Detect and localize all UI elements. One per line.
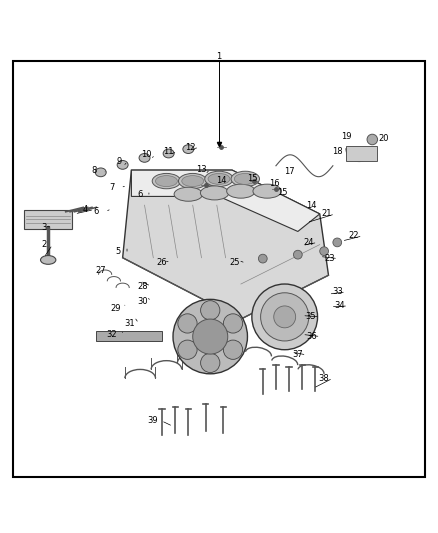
Ellipse shape bbox=[253, 184, 281, 198]
Text: 33: 33 bbox=[332, 287, 343, 296]
Ellipse shape bbox=[117, 160, 128, 169]
FancyBboxPatch shape bbox=[24, 209, 72, 229]
Circle shape bbox=[178, 314, 197, 333]
Text: 14: 14 bbox=[216, 176, 226, 185]
Ellipse shape bbox=[163, 149, 174, 158]
Text: 27: 27 bbox=[95, 266, 106, 276]
Circle shape bbox=[201, 353, 220, 373]
Text: 18: 18 bbox=[332, 147, 343, 156]
Circle shape bbox=[223, 314, 243, 333]
Circle shape bbox=[293, 251, 302, 259]
Circle shape bbox=[261, 293, 309, 341]
Circle shape bbox=[367, 134, 378, 145]
Polygon shape bbox=[131, 170, 320, 231]
Ellipse shape bbox=[183, 145, 194, 154]
Ellipse shape bbox=[227, 184, 255, 198]
FancyBboxPatch shape bbox=[96, 332, 162, 341]
Circle shape bbox=[274, 306, 296, 328]
Ellipse shape bbox=[200, 186, 229, 200]
Text: 2: 2 bbox=[41, 240, 46, 249]
Ellipse shape bbox=[155, 175, 177, 187]
Ellipse shape bbox=[234, 173, 256, 184]
Text: 1: 1 bbox=[216, 52, 222, 61]
Text: 31: 31 bbox=[125, 319, 135, 328]
Text: 5: 5 bbox=[116, 247, 121, 256]
Text: 6: 6 bbox=[94, 207, 99, 216]
Text: 14: 14 bbox=[306, 201, 316, 209]
Ellipse shape bbox=[178, 173, 207, 189]
Ellipse shape bbox=[182, 175, 204, 187]
Text: 30: 30 bbox=[137, 297, 148, 306]
Circle shape bbox=[320, 247, 328, 255]
Text: 4: 4 bbox=[83, 205, 88, 214]
Text: 32: 32 bbox=[106, 330, 117, 339]
Circle shape bbox=[201, 301, 220, 320]
Text: 11: 11 bbox=[163, 147, 174, 156]
Text: 26: 26 bbox=[157, 257, 167, 266]
Text: 35: 35 bbox=[306, 312, 316, 321]
Text: 7: 7 bbox=[109, 183, 114, 192]
Circle shape bbox=[173, 300, 247, 374]
Ellipse shape bbox=[139, 154, 150, 162]
Ellipse shape bbox=[95, 168, 106, 177]
Text: 28: 28 bbox=[137, 282, 148, 290]
Text: 37: 37 bbox=[293, 351, 303, 359]
Text: 19: 19 bbox=[341, 132, 351, 141]
Text: 29: 29 bbox=[111, 304, 121, 313]
Circle shape bbox=[178, 340, 197, 359]
Text: 6: 6 bbox=[138, 190, 143, 199]
Text: 8: 8 bbox=[92, 166, 97, 175]
Text: 13: 13 bbox=[196, 165, 207, 174]
FancyBboxPatch shape bbox=[13, 61, 425, 477]
Ellipse shape bbox=[174, 187, 203, 201]
Ellipse shape bbox=[208, 173, 230, 184]
Text: 17: 17 bbox=[284, 166, 294, 175]
FancyBboxPatch shape bbox=[346, 146, 377, 161]
Circle shape bbox=[258, 254, 267, 263]
Ellipse shape bbox=[231, 171, 259, 187]
Text: 34: 34 bbox=[334, 302, 345, 310]
Circle shape bbox=[252, 284, 318, 350]
Text: 25: 25 bbox=[229, 257, 240, 266]
Text: 16: 16 bbox=[269, 179, 280, 188]
Ellipse shape bbox=[205, 171, 233, 187]
Text: 24: 24 bbox=[304, 238, 314, 247]
Ellipse shape bbox=[152, 173, 180, 189]
Text: 10: 10 bbox=[141, 150, 152, 159]
Text: 21: 21 bbox=[321, 209, 332, 219]
Text: 38: 38 bbox=[319, 374, 329, 383]
Polygon shape bbox=[123, 170, 328, 319]
Text: 22: 22 bbox=[349, 231, 359, 240]
Text: 3: 3 bbox=[41, 223, 46, 231]
Text: 36: 36 bbox=[307, 332, 317, 341]
Circle shape bbox=[193, 319, 228, 354]
Text: 12: 12 bbox=[185, 143, 196, 152]
Circle shape bbox=[223, 340, 243, 359]
Text: 9: 9 bbox=[117, 157, 122, 166]
Text: 39: 39 bbox=[147, 416, 158, 425]
Ellipse shape bbox=[40, 255, 56, 264]
Text: 15: 15 bbox=[247, 174, 257, 182]
Text: 15: 15 bbox=[277, 189, 288, 197]
Text: 23: 23 bbox=[324, 254, 335, 263]
Circle shape bbox=[333, 238, 342, 247]
Text: 20: 20 bbox=[378, 134, 389, 143]
